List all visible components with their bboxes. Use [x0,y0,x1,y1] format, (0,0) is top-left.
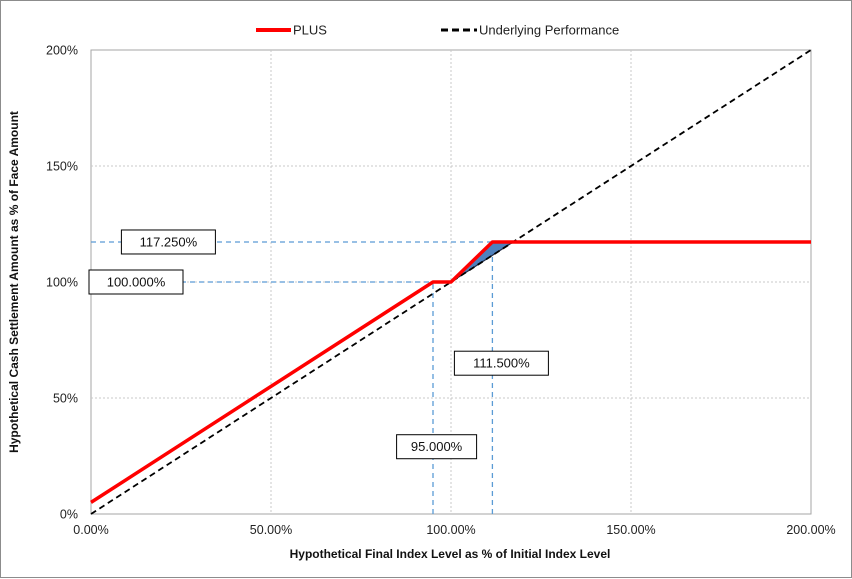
plus-series-line [90,240,811,504]
annotation-box [453,350,549,376]
y-tick-label: 50% [53,392,78,406]
y-tick-label: 150% [46,160,78,174]
annotation-label: 111.500% [473,356,530,371]
annotation-box [88,269,184,295]
legend-underlying-label: Underlying Performance [479,23,619,38]
x-tick-label: 0.00% [73,523,108,537]
annotation-label: 95.000% [411,439,463,454]
annotation-label: 117.250% [140,234,198,249]
annotation-box [396,434,478,460]
tick-labels: 0.00% 50.00% 100.00% 150.00% 200.00% 0% 50% 100… [46,44,836,538]
y-tick-label: 0% [60,508,78,522]
x-tick-label: 50.00% [250,523,292,537]
y-tick-label: 200% [46,44,78,58]
x-tick-label: 150.00% [606,523,655,537]
annotation-box [120,229,216,255]
annotation-label: 100.000% [107,275,166,290]
y-axis-title: Hypothetical Cash Settlement Amount as %… [7,111,21,453]
x-tick-label: 200.00% [786,523,835,537]
underlying-series-line [90,49,812,515]
x-axis-title: Hypothetical Final Index Level as % of I… [290,547,611,561]
annotations: 117.250% 100.000% 111.500% 95.000% [88,229,549,460]
legend: PLUS Underlying Performance [256,23,619,38]
series-group [90,49,812,515]
legend-plus-label: PLUS [293,23,327,38]
y-tick-label: 100% [46,276,78,290]
x-tick-label: 100.00% [426,523,475,537]
